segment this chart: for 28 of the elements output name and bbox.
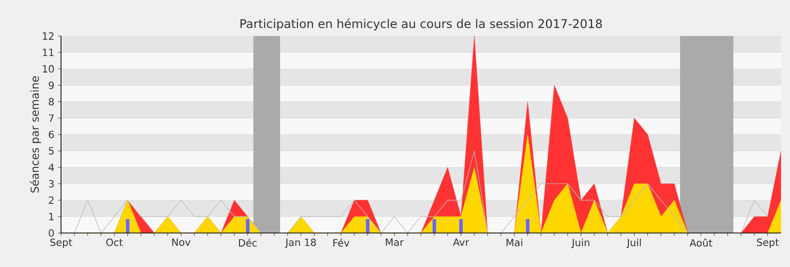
x-tick-label: Sept bbox=[756, 238, 779, 248]
y-tick-label: 11 bbox=[42, 48, 54, 56]
y-tick-label: 5 bbox=[48, 147, 54, 155]
chart-title: Participation en hémicycle au cours de la session 2017-2018 bbox=[240, 18, 602, 30]
y-tick-label: 7 bbox=[48, 114, 54, 122]
y-tick-label: 2 bbox=[48, 196, 54, 204]
x-tick-label: Nov bbox=[172, 238, 190, 246]
y-tick-label: 6 bbox=[48, 130, 54, 138]
x-tick-label: Avr bbox=[452, 238, 470, 246]
x-tick-label: Mai bbox=[506, 238, 522, 246]
y-tick-label: 10 bbox=[42, 65, 54, 73]
y-tick-label: 4 bbox=[48, 164, 54, 171]
x-tick-label: Août bbox=[690, 238, 712, 247]
y-tick-label: 1 bbox=[49, 212, 54, 220]
x-tick-label: Fév bbox=[333, 238, 350, 247]
x-tick-label: Juil bbox=[626, 238, 641, 248]
x-tick-label: Sept bbox=[50, 238, 72, 248]
y-tick-label: 0 bbox=[48, 229, 54, 237]
x-tick-label: Oct bbox=[106, 238, 123, 246]
y-tick-label: 12 bbox=[42, 32, 54, 40]
x-tick-label: Jan 18 bbox=[284, 238, 316, 248]
x-tick-label: Déc bbox=[239, 238, 257, 247]
y-tick-label: 8 bbox=[48, 98, 54, 106]
y-tick-label: 3 bbox=[48, 180, 54, 188]
y-tick-label: 9 bbox=[48, 81, 54, 90]
y-axis-title: Séances par semaine bbox=[30, 76, 41, 193]
x-tick-label: Juin bbox=[571, 238, 590, 248]
x-tick-label: Mar bbox=[386, 238, 404, 246]
